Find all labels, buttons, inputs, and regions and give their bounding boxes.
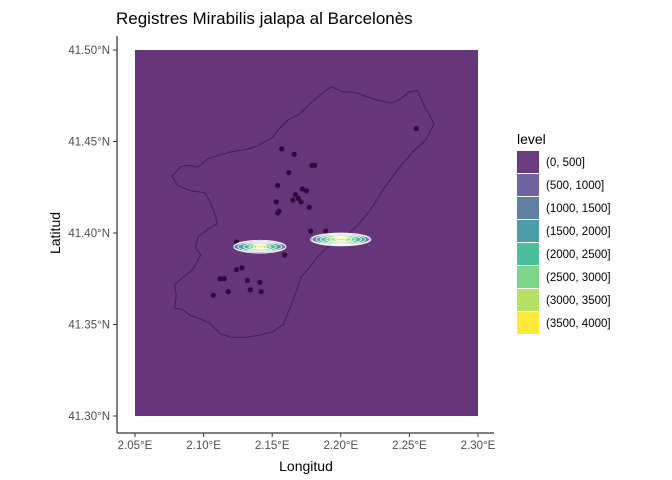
legend-key-2: [517, 174, 539, 196]
plot-area: [135, 50, 478, 416]
record-point-25: [217, 276, 223, 282]
record-point-12: [298, 199, 304, 205]
legend-key-6: [517, 266, 539, 288]
density-hotspot-1-level-8: [256, 245, 264, 249]
y-tick-label: 41.50°N: [68, 45, 110, 57]
record-point-24: [239, 265, 245, 271]
record-point-17: [306, 204, 312, 210]
legend-label-8: (3500, 4000]: [546, 318, 611, 330]
record-point-29: [225, 288, 231, 295]
x-axis-title: Longitud: [279, 458, 333, 474]
record-point-28: [257, 279, 263, 286]
x-tick-label: 2.25°E: [392, 440, 427, 452]
legend-key-7: [517, 289, 539, 311]
density-hotspot-2-level-8: [334, 237, 347, 242]
record-point-9: [303, 188, 310, 194]
legend-key-3: [517, 197, 539, 219]
record-point-23: [233, 267, 240, 273]
legend-key-4: [517, 220, 539, 242]
legend-label-1: (0, 500]: [546, 157, 585, 169]
legend-key-1: [517, 151, 539, 173]
record-point-30: [247, 287, 253, 293]
x-tick-label: 2.05°E: [118, 440, 153, 452]
legend: level (0, 500] (500, 1000] (1000, 1500] (15…: [517, 131, 611, 334]
record-point-14: [273, 199, 279, 205]
district-boundary: [171, 86, 435, 338]
chart-title: Registres Mirabilis jalapa al Barcelonès: [116, 9, 413, 28]
legend-key-5: [517, 243, 539, 265]
record-point-6: [286, 170, 292, 176]
record-point-19: [323, 228, 329, 234]
y-tick-label: 41.30°N: [68, 411, 110, 423]
legend-label-7: (3000, 3500]: [546, 295, 611, 307]
x-tick-label: 2.20°E: [323, 440, 358, 452]
legend-label-6: (2500, 3000]: [546, 272, 611, 284]
record-point-2: [279, 146, 285, 152]
record-point-18: [308, 228, 314, 234]
record-point-1: [413, 126, 419, 132]
record-point-22: [281, 252, 288, 258]
legend-key-8: [517, 312, 539, 334]
y-axis-title: Latitud: [47, 212, 63, 254]
record-point-5: [312, 162, 318, 168]
legend-title: level: [517, 131, 546, 147]
legend-label-2: (500, 1000]: [546, 180, 604, 192]
density-level-0-500-fill: [135, 50, 478, 416]
record-point-3: [291, 151, 297, 157]
record-point-31: [258, 288, 264, 295]
y-axis: 41.30°N 41.35°N 41.40°N 41.45°N 41.50°N: [68, 36, 118, 433]
record-point-11: [295, 195, 301, 201]
record-point-7: [275, 182, 281, 189]
record-point-13: [290, 197, 296, 203]
y-tick-label: 41.35°N: [68, 320, 110, 332]
record-point-8: [299, 186, 305, 192]
record-point-10: [292, 191, 299, 198]
x-tick-label: 2.30°E: [461, 440, 496, 452]
x-axis: 2.05°E 2.10°E 2.15°E 2.20°E 2.25°E 2.30°E: [117, 432, 496, 452]
y-tick-label: 41.40°N: [68, 228, 110, 240]
legend-label-5: (2000, 2500]: [546, 249, 611, 261]
y-tick-label: 41.45°N: [68, 137, 110, 149]
record-point-16: [276, 208, 282, 214]
x-tick-label: 2.15°E: [255, 440, 290, 452]
legend-label-4: (1500, 2000]: [546, 226, 611, 238]
record-point-26: [221, 276, 227, 282]
record-point-27: [244, 277, 251, 284]
record-point-32: [210, 292, 216, 298]
legend-label-3: (1000, 1500]: [546, 203, 611, 215]
x-tick-label: 2.10°E: [186, 440, 221, 452]
